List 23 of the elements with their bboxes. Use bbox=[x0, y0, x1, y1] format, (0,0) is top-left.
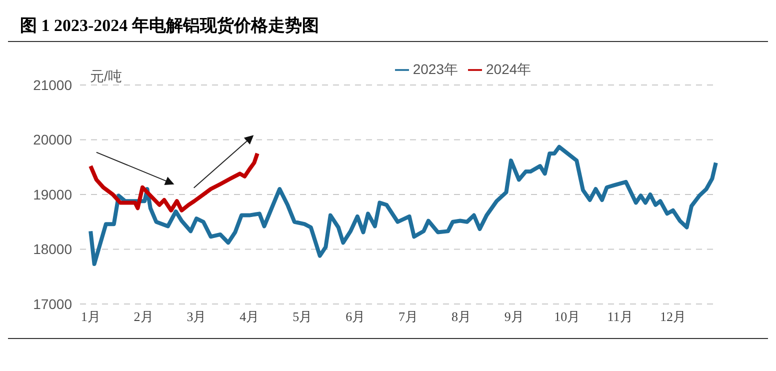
y-tick-label: 19000 bbox=[33, 186, 72, 202]
x-tick-label: 11月 bbox=[607, 309, 633, 324]
x-tick-label: 6月 bbox=[346, 309, 366, 324]
x-tick-label: 2月 bbox=[134, 309, 154, 324]
x-tick-label: 8月 bbox=[451, 309, 471, 324]
y-tick-label: 21000 bbox=[33, 76, 72, 93]
legend-label: 2024年 bbox=[486, 61, 532, 77]
x-tick-label: 9月 bbox=[504, 309, 524, 324]
x-tick-label: 7月 bbox=[398, 309, 418, 324]
y-tick-label: 20000 bbox=[33, 132, 72, 148]
y-axis-title: 元/吨 bbox=[88, 68, 124, 86]
x-tick-label: 1月 bbox=[80, 309, 100, 324]
y-tick-label: 17000 bbox=[33, 296, 72, 312]
x-tick-label: 5月 bbox=[292, 309, 312, 324]
x-tick-label: 4月 bbox=[240, 309, 260, 324]
x-tick-label: 10月 bbox=[554, 309, 580, 324]
x-tick-label: 12月 bbox=[660, 309, 686, 324]
chart-title: 图 1 2023-2024 年电解铝现货价格走势图 bbox=[8, 8, 768, 42]
legend-label: 2023年 bbox=[412, 61, 458, 77]
line-series bbox=[88, 144, 718, 266]
y-tick-label: 18000 bbox=[33, 241, 72, 258]
x-tick-label: 3月 bbox=[186, 309, 206, 324]
line-series bbox=[88, 151, 260, 212]
